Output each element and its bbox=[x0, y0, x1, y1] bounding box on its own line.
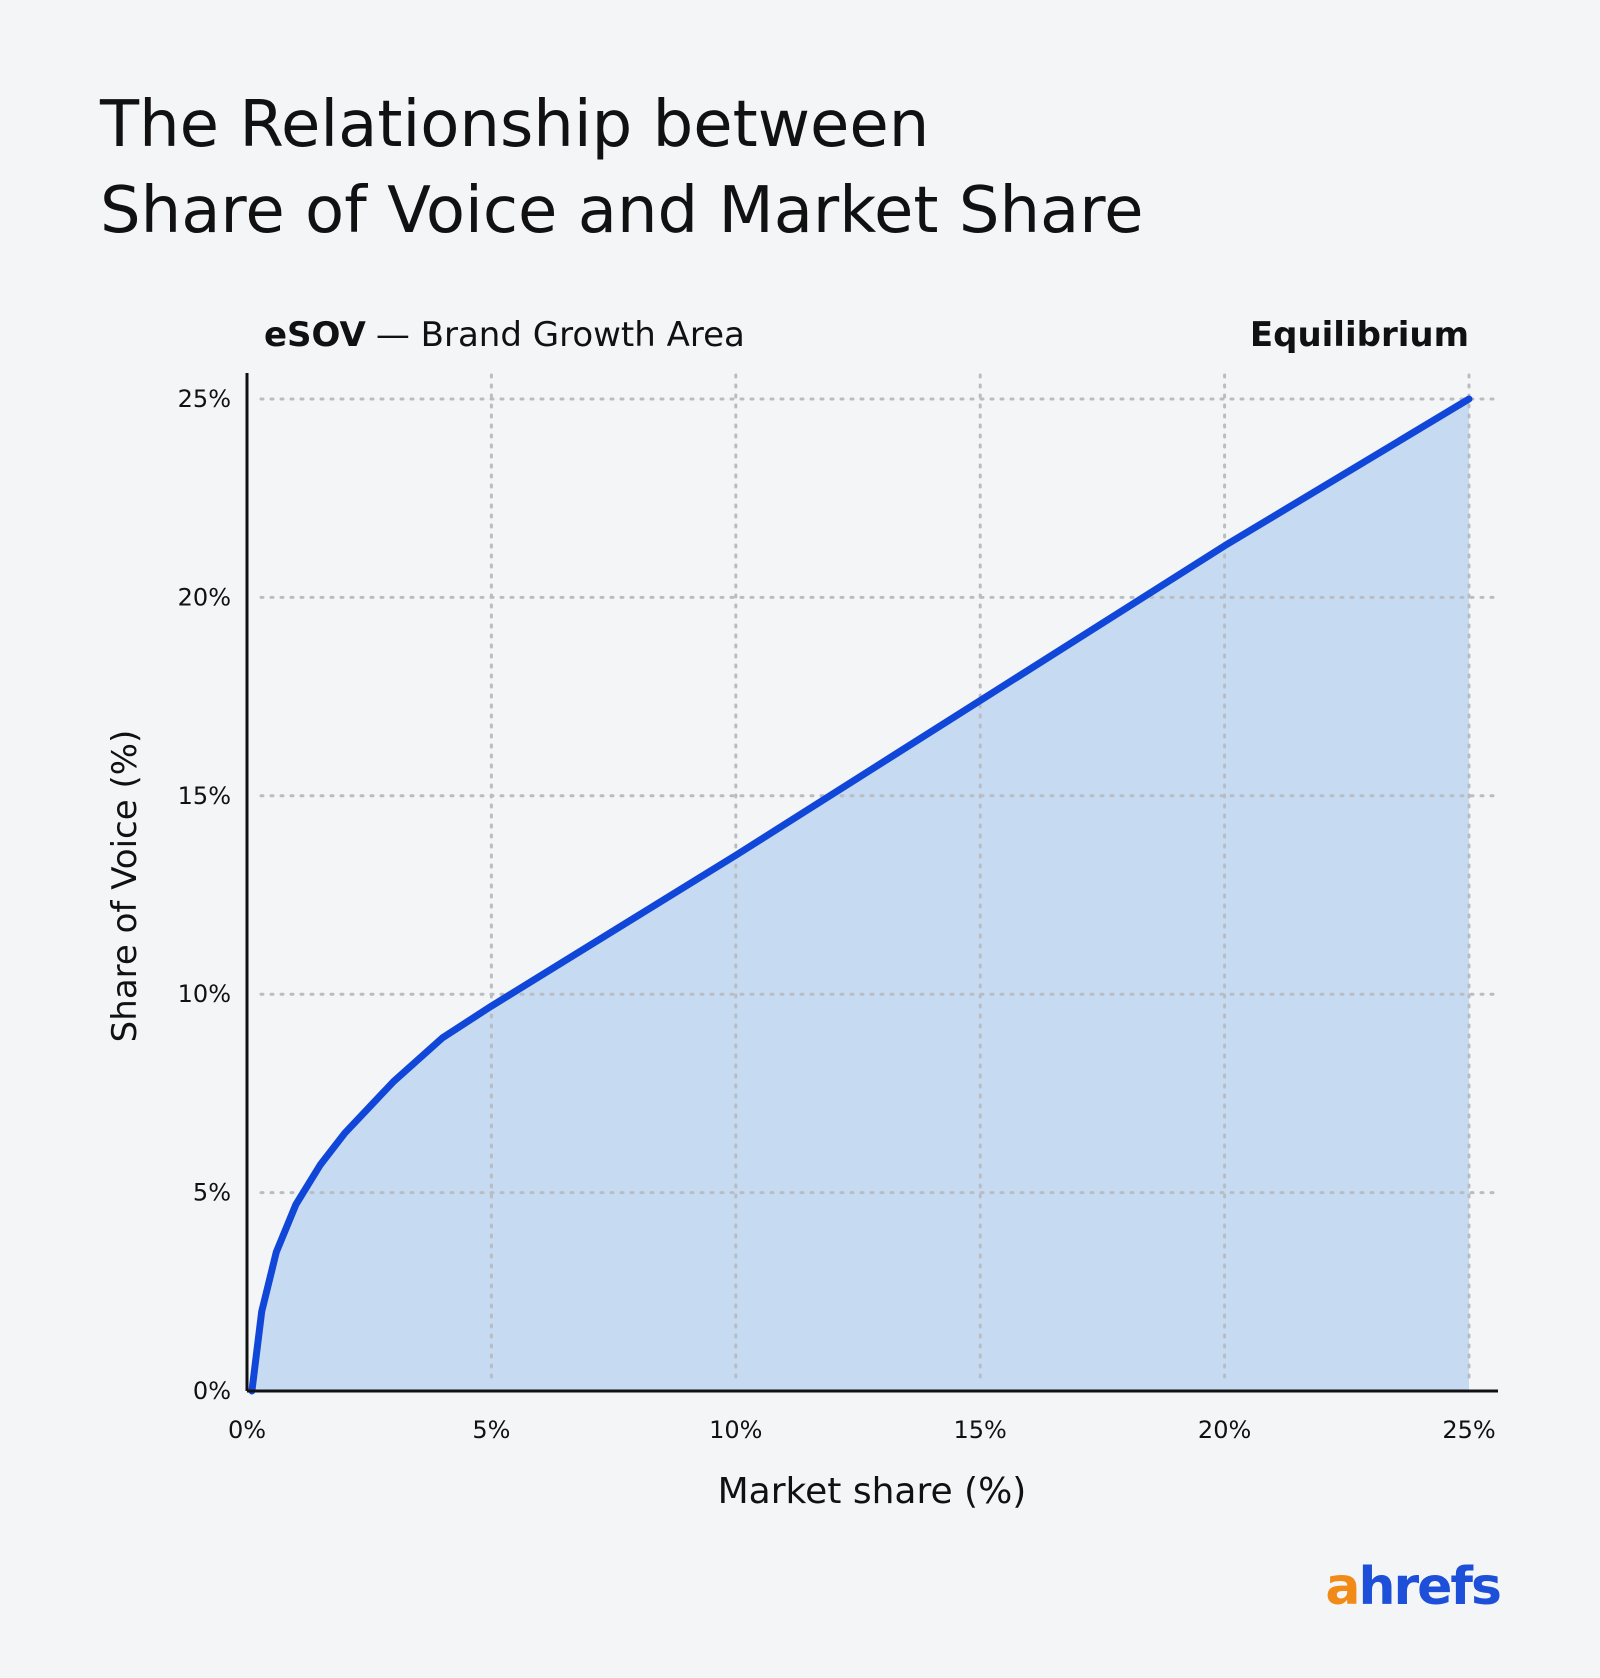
chart-title: Share of Voice and Market Share bbox=[100, 174, 1144, 248]
logo-a: a bbox=[1325, 1557, 1358, 1617]
line bbox=[248, 395, 1473, 1395]
annotation-bold: eSOV bbox=[264, 315, 367, 355]
annotation-text: — Brand Growth Area bbox=[376, 315, 745, 355]
area bbox=[251, 399, 1470, 1391]
logo-rest: hrefs bbox=[1358, 1557, 1500, 1617]
x-tick-label: 0% bbox=[228, 1416, 266, 1444]
y-tick-label: 15% bbox=[178, 782, 231, 810]
x-tick-label: 5% bbox=[472, 1416, 510, 1444]
x-tick-label: 25% bbox=[1442, 1416, 1495, 1444]
x-tick-label: 20% bbox=[1198, 1416, 1251, 1444]
chart-title: The Relationship between bbox=[99, 88, 929, 162]
annotation: eSOV — Brand Growth Area bbox=[264, 315, 745, 355]
y-tick-label: 25% bbox=[178, 385, 231, 413]
y-tick-label: 10% bbox=[178, 980, 231, 1008]
x-tick-label: 15% bbox=[954, 1416, 1007, 1444]
plot-area: 0% 5% 10% 15% 20% 25% 0% 5% 10% 15% 20% 25% bbox=[178, 373, 1500, 1444]
x-tick-label: 10% bbox=[709, 1416, 762, 1444]
y-tick-label: 0% bbox=[193, 1377, 231, 1405]
y-tick-label: 20% bbox=[178, 583, 231, 611]
y-axis-label: Share of Voice (%) bbox=[105, 730, 145, 1043]
x-axis-label: Market share (%) bbox=[718, 1471, 1027, 1512]
line-label: Equilibrium bbox=[1250, 315, 1469, 355]
logo: ahrefs bbox=[1325, 1557, 1500, 1617]
y-tick-label: 5% bbox=[193, 1179, 231, 1207]
